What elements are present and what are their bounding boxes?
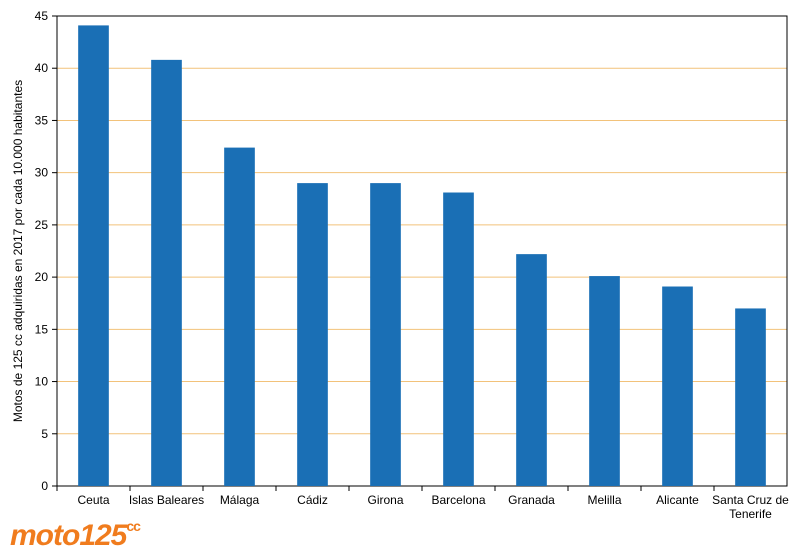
bar xyxy=(224,147,255,486)
x-tick-label: Islas Baleares xyxy=(128,493,205,507)
x-tick-label: Barcelona xyxy=(431,493,486,507)
bar xyxy=(151,59,182,486)
y-tick-label: 10 xyxy=(35,375,49,389)
y-tick-label: 20 xyxy=(35,270,49,284)
y-axis-label: Motos de 125 cc adquiridas en 2017 por c… xyxy=(11,80,25,422)
y-tick-label: 25 xyxy=(35,218,49,232)
x-tick-label: Málaga xyxy=(219,493,260,507)
y-tick-label: 35 xyxy=(35,113,49,127)
x-tick-label: Cádiz xyxy=(297,493,328,507)
x-tick-label: Alicante xyxy=(656,493,699,507)
y-tick-label: 0 xyxy=(41,479,48,493)
y-tick-label: 30 xyxy=(35,166,49,180)
y-tick-label: 45 xyxy=(35,9,49,23)
bar xyxy=(297,183,328,486)
logo-sup: cc xyxy=(126,518,141,534)
y-tick-label: 40 xyxy=(35,61,49,75)
y-tick-label: 5 xyxy=(41,427,48,441)
x-tick-label: Melilla xyxy=(587,493,622,507)
x-tick-label: Granada xyxy=(508,493,555,507)
x-tick-label: Santa Cruz de Tenerife xyxy=(712,493,789,521)
x-tick-label: Girona xyxy=(367,493,404,507)
logo-text: moto125 xyxy=(10,519,127,552)
bar xyxy=(735,308,766,486)
bar xyxy=(370,183,401,486)
bar xyxy=(443,192,474,486)
x-tick-label: Ceuta xyxy=(77,493,110,507)
bar xyxy=(516,254,547,486)
bar xyxy=(589,276,620,486)
y-tick-label: 15 xyxy=(35,322,49,336)
bar xyxy=(78,25,109,487)
bar xyxy=(662,286,693,486)
logo: moto125cc xyxy=(10,518,141,553)
